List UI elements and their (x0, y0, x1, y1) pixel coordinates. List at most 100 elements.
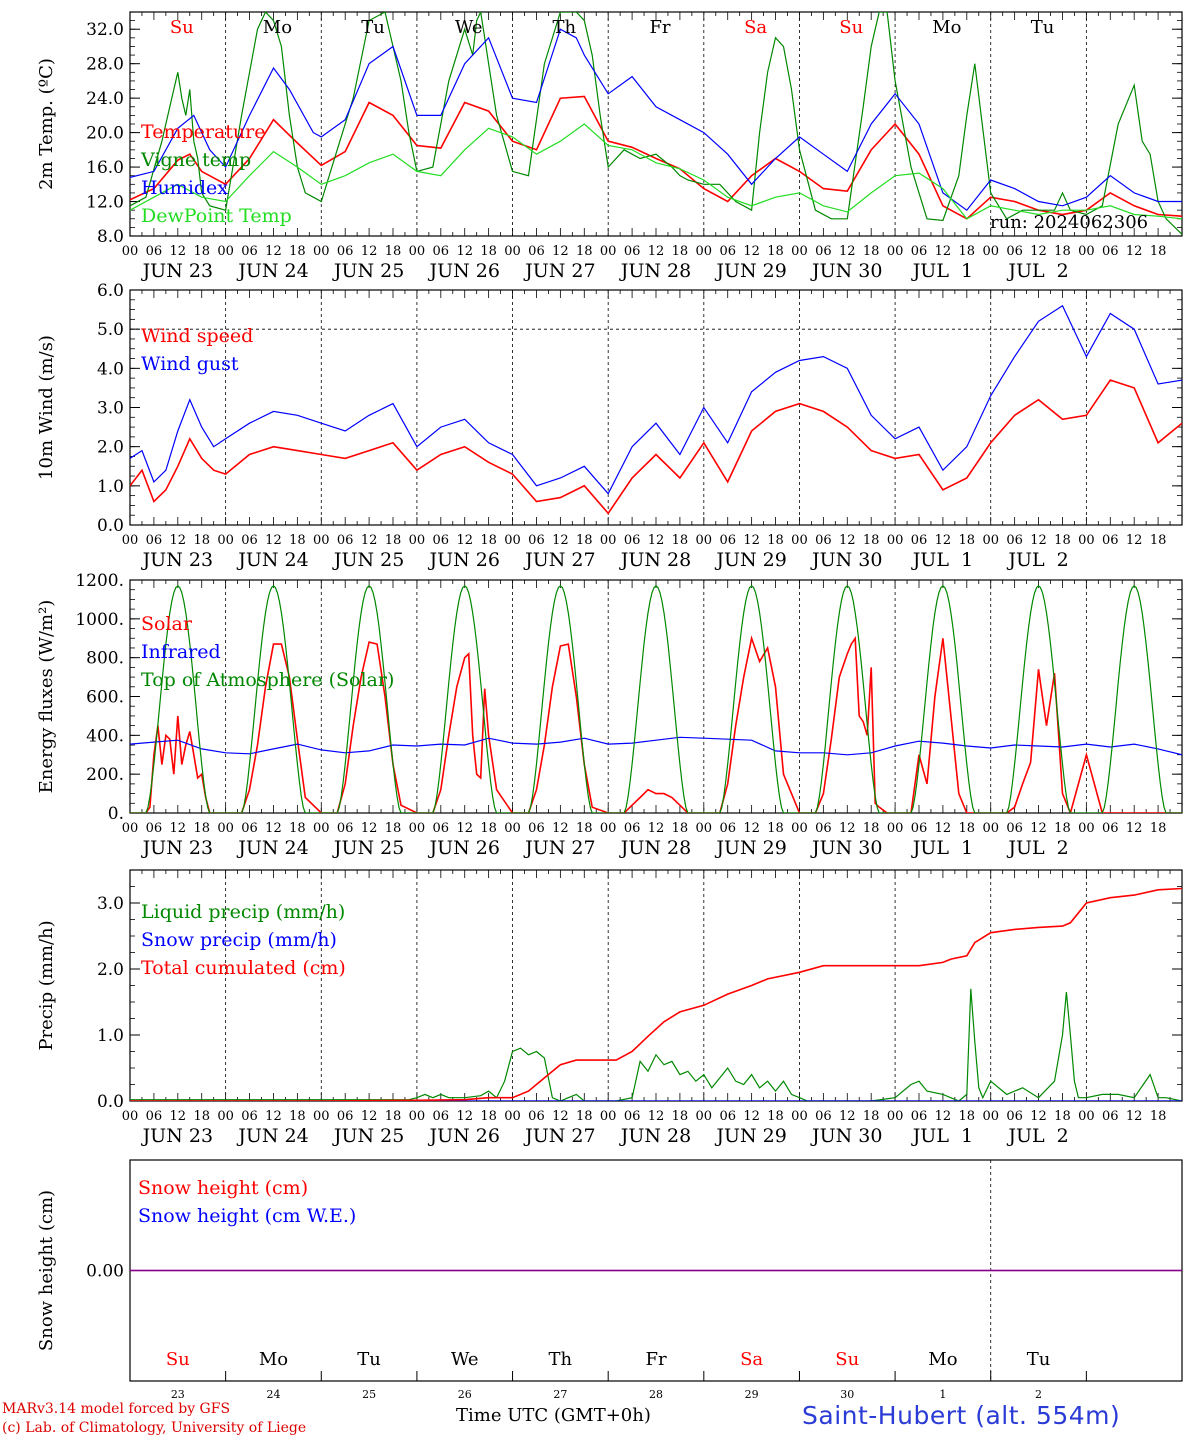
hour-tick-label: 12 (456, 533, 473, 548)
date-label: JUN 26 (427, 549, 499, 571)
date-label: JUN 27 (523, 549, 595, 571)
date-number-label: 25 (362, 1388, 376, 1401)
date-number-label: 24 (266, 1388, 280, 1401)
hour-tick-label: 06 (624, 533, 641, 548)
y-tick-label: 32.0 (86, 20, 124, 40)
hour-tick-label: 00 (1078, 821, 1095, 836)
hour-tick-label: 06 (433, 821, 450, 836)
hour-tick-label: 18 (480, 1109, 497, 1124)
legend-entry: Wind speed (141, 325, 253, 347)
hour-tick-label: 06 (241, 1109, 258, 1124)
hour-tick-label: 00 (600, 533, 617, 548)
hour-tick-label: 12 (648, 533, 665, 548)
hour-tick-label: 00 (1078, 244, 1095, 259)
hour-tick-label: 18 (385, 1109, 402, 1124)
hour-tick-label: 00 (122, 244, 139, 259)
hour-tick-label: 18 (672, 821, 689, 836)
hour-tick-label: 18 (959, 1109, 976, 1124)
hour-tick-label: 06 (146, 1109, 163, 1124)
hour-tick-label: 12 (552, 821, 569, 836)
date-label: JUN 26 (427, 260, 499, 282)
date-number-label: 26 (458, 1388, 472, 1401)
hour-tick-label: 18 (1054, 821, 1071, 836)
hour-tick-label: 00 (600, 821, 617, 836)
hour-tick-label: 18 (1150, 244, 1167, 259)
hour-tick-label: 12 (743, 244, 760, 259)
hour-tick-label: 06 (528, 533, 545, 548)
date-label: JUN 27 (523, 837, 595, 859)
hour-tick-label: 00 (409, 1109, 426, 1124)
y-axis-label: Snow height (cm) (36, 1190, 57, 1351)
hour-tick-label: 12 (265, 533, 282, 548)
hour-tick-label: 06 (433, 533, 450, 548)
weekday-label: Mo (263, 17, 292, 38)
hour-tick-label: 18 (480, 533, 497, 548)
hour-tick-label: 18 (576, 1109, 593, 1124)
hour-tick-label: 06 (337, 1109, 354, 1124)
hour-tick-label: 06 (1006, 1109, 1023, 1124)
weekday-label: Sa (744, 17, 767, 38)
y-axis-label: Precip (mm/h) (36, 920, 57, 1050)
date-label: JUN 30 (810, 549, 882, 571)
hour-tick-label: 12 (743, 821, 760, 836)
panel-3: 0. 200. 400. 600. 800. 1000. 1200. Energy fluxe… (36, 571, 1183, 824)
series-line-top-of-atmosphere-solar- (130, 584, 1182, 813)
hour-tick-label: 00 (504, 244, 521, 259)
hour-tick-label: 00 (982, 1109, 999, 1124)
y-tick-label: 16.0 (86, 158, 124, 178)
hour-tick-label: 06 (624, 821, 641, 836)
hour-tick-label: 06 (815, 244, 832, 259)
y-tick-label: 200. (86, 765, 124, 785)
hour-tick-label: 06 (911, 1109, 928, 1124)
hour-tick-label: 00 (409, 533, 426, 548)
hour-tick-label: 00 (122, 533, 139, 548)
hour-tick-label: 00 (409, 244, 426, 259)
hour-tick-label: 12 (552, 533, 569, 548)
date-label: JUN 29 (714, 260, 786, 282)
hour-tick-label: 12 (265, 821, 282, 836)
hour-tick-label: 18 (672, 244, 689, 259)
hour-tick-label: 12 (1126, 244, 1143, 259)
y-axis-label: 2m Temp. (ºC) (36, 58, 57, 190)
legend-entry: Vigne temp (140, 149, 251, 171)
hour-tick-label: 06 (719, 1109, 736, 1124)
hour-tick-label: 00 (887, 1109, 904, 1124)
date-number-label: 30 (840, 1388, 854, 1401)
hour-tick-label: 06 (911, 244, 928, 259)
hour-tick-label: 12 (1030, 533, 1047, 548)
footer-credits: MARv3.14 model forced by GFS (c) Lab. of… (2, 1400, 306, 1438)
hour-tick-label: 00 (1078, 1109, 1095, 1124)
hour-tick-label: 00 (313, 1109, 330, 1124)
date-number-label: 29 (745, 1388, 759, 1401)
station-title: Saint-Hubert (alt. 554m) (802, 1401, 1121, 1430)
hour-tick-label: 00 (504, 533, 521, 548)
legend-entry: Humidex (141, 177, 228, 199)
legend-entry: Infrared (141, 641, 221, 663)
hour-tick-label: 18 (1054, 244, 1071, 259)
date-label: JUN 23 (141, 260, 213, 282)
y-tick-label: 1.0 (97, 1026, 124, 1046)
y-axis-label: Energy fluxes (W/m²) (36, 600, 57, 794)
y-tick-label: 20.0 (86, 124, 124, 144)
hour-tick-label: 00 (982, 533, 999, 548)
model-line: MARv3.14 model forced by GFS (2, 1401, 231, 1417)
hour-tick-label: 18 (1054, 1109, 1071, 1124)
hour-tick-label: 06 (146, 533, 163, 548)
hour-tick-label: 18 (576, 533, 593, 548)
hour-tick-label: 06 (528, 1109, 545, 1124)
y-tick-label: 2.0 (97, 438, 124, 458)
date-label: JUN 24 (236, 1125, 308, 1147)
hour-tick-label: 12 (552, 1109, 569, 1124)
hour-tick-label: 18 (1150, 821, 1167, 836)
weekday-label: Su (170, 17, 194, 38)
weekday-label: Mo (928, 1349, 957, 1370)
y-tick-label: 3.0 (97, 399, 124, 419)
hour-tick-label: 06 (911, 533, 928, 548)
hour-tick-label: 18 (576, 244, 593, 259)
panel-5: 0.00 Snow height (cm) Snow height (cm) Snow… (36, 1159, 1183, 1401)
hour-tick-label: 18 (672, 1109, 689, 1124)
date-label: JUL 2 (1006, 1125, 1068, 1147)
series-line-dewpoint-temp (130, 123, 1182, 220)
hour-tick-label: 06 (528, 821, 545, 836)
plot-frame (129, 289, 1183, 526)
